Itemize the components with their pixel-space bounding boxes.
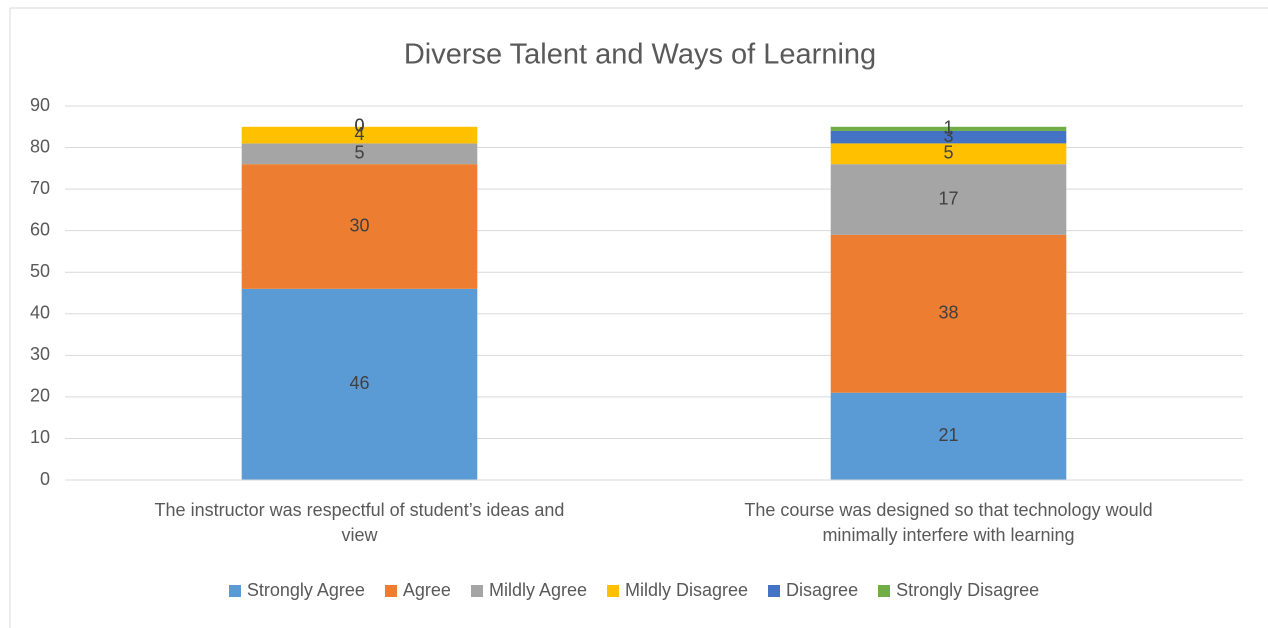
legend-label: Mildly Disagree bbox=[625, 580, 749, 600]
y-tick-label: 0 bbox=[40, 469, 50, 489]
legend-item: Strongly Disagree bbox=[878, 580, 1039, 601]
x-tick-label: The instructor was respectful of student… bbox=[154, 500, 565, 545]
legend-swatch bbox=[470, 584, 483, 597]
legend-swatch bbox=[607, 584, 619, 597]
data-label: 5 bbox=[943, 143, 953, 163]
legend-swatch bbox=[768, 584, 781, 597]
chart-title: Diverse Talent and Ways of Learning bbox=[404, 39, 876, 71]
data-label: 0 bbox=[354, 116, 364, 136]
y-tick-label: 50 bbox=[30, 261, 50, 281]
legend-label: Disagree bbox=[786, 580, 859, 600]
legend-label: Agree bbox=[402, 580, 451, 600]
bar-segment bbox=[830, 143, 1067, 165]
legend-item: Mildly Disagree bbox=[607, 580, 748, 601]
bar-segment bbox=[241, 164, 478, 289]
legend-item: Strongly Agree bbox=[228, 580, 365, 601]
bar-segment bbox=[830, 392, 1067, 480]
data-label: 17 bbox=[938, 188, 958, 208]
data-label: 3 bbox=[943, 126, 953, 146]
bar-segment bbox=[830, 126, 1067, 131]
y-tick-label: 80 bbox=[30, 136, 50, 156]
bar-segment bbox=[241, 288, 478, 480]
data-label: 1 bbox=[943, 118, 953, 138]
data-label: 38 bbox=[938, 303, 958, 323]
legend-label: Strongly Agree bbox=[246, 580, 365, 600]
y-tick-label: 10 bbox=[30, 427, 50, 447]
y-tick-label: 70 bbox=[30, 178, 50, 198]
y-tick-label: 30 bbox=[30, 344, 50, 364]
y-tick-label: 60 bbox=[30, 219, 50, 239]
bar-segment bbox=[241, 143, 478, 165]
data-label: 30 bbox=[349, 215, 369, 235]
legend-swatch bbox=[384, 584, 397, 597]
y-tick-label: 40 bbox=[30, 303, 50, 323]
legend-item: Mildly Agree bbox=[470, 580, 587, 601]
y-tick-label: 20 bbox=[30, 386, 50, 406]
data-label: 46 bbox=[349, 373, 369, 393]
bar-segment bbox=[830, 130, 1067, 144]
legend-label: Mildly Agree bbox=[488, 580, 587, 600]
data-label: 5 bbox=[354, 143, 364, 163]
x-tick-label: The course was designed so that technolo… bbox=[744, 500, 1153, 545]
legend-item: Disagree bbox=[768, 580, 858, 601]
bar-segment bbox=[241, 126, 478, 144]
data-label: 21 bbox=[938, 425, 958, 445]
legend-label: Strongly Disagree bbox=[896, 580, 1040, 600]
legend: Strongly Agree Agree Mildly Agree Mildly Di… bbox=[0, 580, 1268, 601]
y-tick-label: 90 bbox=[30, 95, 50, 115]
data-label: 4 bbox=[354, 124, 364, 144]
bar-segment bbox=[830, 164, 1067, 235]
bar-segment bbox=[830, 234, 1067, 393]
data-label: 0 bbox=[354, 116, 364, 136]
legend-swatch bbox=[228, 584, 241, 597]
legend-swatch bbox=[878, 584, 891, 597]
legend-item: Agree bbox=[384, 580, 451, 601]
chart-border bbox=[9, 7, 1268, 628]
